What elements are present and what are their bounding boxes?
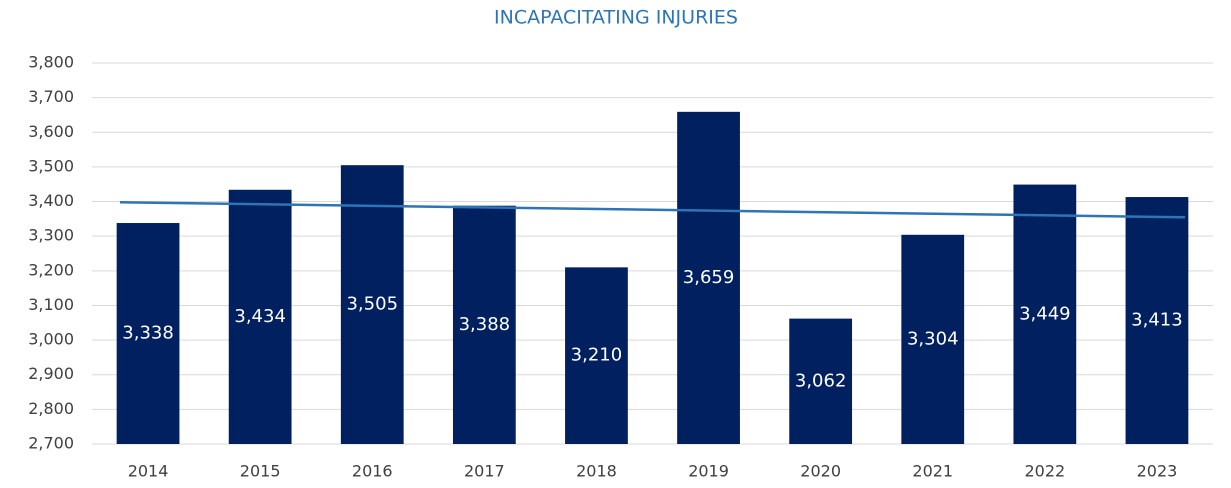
y-tick-label: 3,200 [28, 260, 74, 279]
y-tick-label: 2,800 [28, 399, 74, 418]
bar [677, 111, 740, 444]
x-tick-label: 2015 [240, 462, 281, 481]
data-label: 3,062 [795, 370, 847, 391]
y-tick-label: 3,800 [28, 53, 74, 72]
data-label: 3,449 [1019, 303, 1071, 324]
x-tick-label: 2020 [800, 462, 841, 481]
x-tick-label: 2019 [688, 462, 729, 481]
data-label: 3,304 [907, 328, 959, 349]
x-tick-label: 2023 [1137, 462, 1178, 481]
data-label: 3,388 [459, 314, 511, 335]
x-tick-label: 2022 [1024, 462, 1065, 481]
y-tick-label: 3,600 [28, 122, 74, 141]
bar [1013, 184, 1077, 444]
x-tick-label: 2021 [912, 462, 953, 481]
y-tick-label: 2,700 [28, 434, 74, 453]
y-tick-label: 3,000 [28, 330, 74, 349]
y-tick-label: 3,100 [28, 295, 74, 314]
bar [452, 205, 516, 444]
data-label: 3,210 [571, 345, 623, 366]
data-label: 3,505 [346, 294, 398, 315]
y-tick-label: 3,700 [28, 87, 74, 106]
bar [565, 267, 628, 444]
bar [1125, 197, 1189, 444]
chart-title: INCAPACITATING INJURIES [494, 7, 738, 29]
y-tick-label: 2,900 [28, 364, 74, 383]
bar [116, 223, 180, 444]
data-label: 3,434 [234, 306, 286, 327]
trendline [120, 201, 1185, 219]
data-label: 3,338 [122, 323, 174, 344]
y-tick-label: 3,300 [28, 226, 74, 245]
data-label: 3,413 [1131, 310, 1183, 331]
x-tick-label: 2017 [464, 462, 505, 481]
x-tick-label: 2018 [576, 462, 617, 481]
bar [340, 165, 404, 444]
y-tick-label: 3,400 [28, 191, 74, 210]
bar [228, 189, 292, 444]
data-label: 3,659 [683, 267, 735, 288]
x-tick-label: 2016 [352, 462, 393, 481]
y-tick-label: 3,500 [28, 156, 74, 175]
x-tick-label: 2014 [128, 462, 169, 481]
bar [901, 234, 965, 444]
bar [789, 318, 853, 444]
